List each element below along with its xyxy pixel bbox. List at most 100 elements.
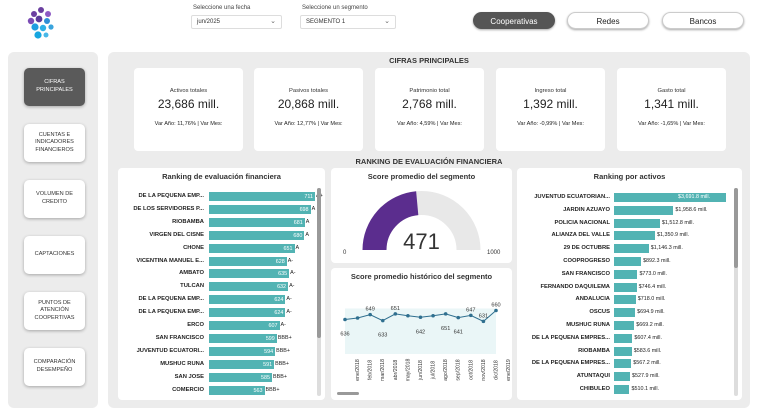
tab-cooperativas[interactable]: Cooperativas [473,12,555,29]
activos-row-name: FERNANDO DAQUILEMA [540,283,610,290]
tab-redes[interactable]: Redes [567,12,649,29]
activos-row[interactable]: DE LA PEQUEÑA EMPRES... $567.2 mill. [520,358,735,369]
date-select[interactable]: jun/2025 ⌄ [191,15,282,29]
ranking-row[interactable]: COMERCIO 563 BBB+ [120,385,320,396]
data-label: 651 [441,326,450,332]
gauge-value: 471 [403,229,440,254]
activos-bar [614,257,642,266]
activos-value: $773.0 mill. [639,270,668,277]
activos-row[interactable]: ALIANZA DEL VALLE $1,350.9 mill. [520,230,735,241]
ranking-list[interactable]: DE LA PEQUEÑA EMP...711A+ DE LOS SERVIDOR… [120,191,323,396]
ranking-score: 594 [264,348,274,355]
activos-bar [614,321,635,330]
kpi-label: Gasto total [657,88,686,94]
activos-value: $607.4 mill. [634,334,662,341]
data-point [456,315,461,320]
ranking-row[interactable]: AMBATO 635 A- [120,268,320,279]
ranking-row[interactable]: ERCO 607 A- [120,320,320,331]
activos-row[interactable]: JARDIN AZUAYO $1,958.6 mill. [520,205,735,216]
activos-row[interactable]: FERNANDO DAQUILEMA $746.4 mill. [520,282,735,293]
ranking-row-name: VIRGEN DEL CISNE [149,231,204,238]
kpi-variation: Var Año: 12,77% | Var Mes: [274,121,343,127]
sidebar-item-comparacion-desempeno[interactable]: COMPARACIÓN DESEMPEÑO [24,348,85,386]
data-point [494,308,498,313]
sidebar-item-cuentas-indicadores[interactable]: CUENTAS E INDICADORES FINANCIEROS [24,124,85,162]
sidebar-item-captaciones[interactable]: CAPTACIONES [24,236,85,274]
ranking-row[interactable]: SAN JOSE 585 BBB+ [120,372,320,383]
data-point [393,312,398,316]
ranking-row[interactable]: DE LA PEQUEÑA EMP... 624 A- [120,307,320,318]
kpi-value: 2,768 mill. [402,97,457,111]
ranking-row[interactable]: DE LA PEQUEÑA EMP... 624 A- [120,294,320,305]
ranking-bar: 591 [209,359,275,369]
activos-row[interactable]: ANDALUCIA $718.0 mill. [520,294,735,305]
ranking-score: 585 [261,374,271,381]
ranking-bar: 594 [209,346,276,356]
activos-row-name: DE LA PEQUEÑA EMPRES... [531,334,610,341]
ranking-section-title: RANKING DE EVALUACIÓN FINANCIERA [355,157,503,166]
ranking-score: 681 [293,219,303,226]
activos-bar [614,333,633,343]
ranking-grade: A [305,231,310,238]
ranking-score: 632 [277,284,287,291]
sidebar-item-cifras-principales[interactable]: CIFRAS PRINCIPALES [24,68,85,106]
data-label: 651 [391,306,400,312]
ranking-row[interactable]: CHONE 651 A [120,243,320,254]
activos-row[interactable]: ATUNTAQUI $527.9 mill. [520,371,735,382]
activos-row[interactable]: COOPROGRESO $892.3 mill. [520,256,735,267]
ranking-bar: 624 [209,295,286,305]
ranking-row[interactable]: RIOBAMBA 681 A [120,217,320,228]
activos-row[interactable]: POLICIA NACIONAL $1,512.8 mill. [520,218,735,229]
ranking-row-name: SAN FRANCISCO [155,334,204,341]
gauge-panel [331,168,512,263]
kpi-variation: Var Año: -0,99% | Var Mes: [517,121,584,127]
activos-value: $510.1 mill. [631,386,660,392]
activos-row[interactable]: SAN FRANCISCO $773.0 mill. [520,269,735,280]
activos-row[interactable]: OSCUS $694.9 mill. [520,307,735,318]
ranking-row[interactable]: MUSHUC RUNA 591 BBB+ [120,359,320,370]
ranking-row-name: ERCO [187,322,204,328]
x-tick-label: ene/2018 [355,359,361,381]
ranking-row[interactable]: VICENTINA MANUEL E... 628 A- [120,256,320,267]
x-tick-label: ago/2018 [443,359,449,381]
sidebar-item-volumen-credito[interactable]: VOLUMEN DE CREDITO [24,180,85,218]
ranking-row-name: VICENTINA MANUEL E... [136,257,204,264]
ranking-row[interactable]: TULCAN 632 A- [120,281,320,292]
activos-value: $718.0 mill. [637,296,666,303]
ranking-row[interactable]: SAN FRANCISCO 599 BBB+ [120,333,320,344]
x-tick-label: abr/2018 [393,360,399,381]
activos-row-name: DE LA PEQUEÑA EMPRES... [531,360,610,367]
activos-row[interactable]: 29 DE OCTUBRE $1,146.3 mill. [520,243,735,254]
ranking-bar: 585 [209,372,273,382]
ranking-row[interactable]: DE LOS SERVIDORES P... 698 A [120,204,320,215]
ranking-row-name: DE LA PEQUEÑA EMP... [138,193,205,199]
sidebar-item-puntos-atencion[interactable]: PUNTOS DE ATENCIÓN COOPERTIVAS [24,292,85,330]
ranking-bar: 628 [209,256,287,266]
activos-row[interactable]: DE LA PEQUEÑA EMPRES... $607.4 mill. [520,333,735,344]
data-point [368,312,372,317]
x-tick-label: jun/2018 [418,360,424,381]
activos-scrollbar[interactable] [734,188,738,396]
activos-row[interactable]: RIOBAMBA $583.6 mill. [520,346,735,357]
ranking-bar: 680 [209,230,305,240]
kpi-value: 1,341 mill. [644,97,699,111]
activos-row[interactable]: JUVENTUD ECUATORIAN... $3,691.8 mill. [520,192,735,203]
ranking-row-name: COMERCIO [172,386,204,393]
activos-row[interactable]: MUSHUC RUNA $669.2 mill. [520,320,735,331]
activos-row-name: JUVENTUD ECUATORIAN... [534,194,610,200]
cifras-title: CIFRAS PRINCIPALES [389,56,469,65]
data-point [380,318,385,323]
activos-row[interactable]: CHIBULEO $510.1 mill. [520,384,735,395]
ranking-row[interactable]: VIRGEN DEL CISNE 680 A [120,230,320,241]
ranking-row[interactable]: JUVENTUD ECUATORI... 594 BBB+ [120,346,320,357]
ranking-bar: 607 [209,321,280,330]
tab-bancos[interactable]: Bancos [662,12,744,29]
segment-select[interactable]: SEGMENTO 1 ⌄ [300,15,396,29]
ranking-scrollbar-thumb[interactable] [317,188,321,338]
activos-list[interactable]: JUVENTUD ECUATORIAN... $3,691.8 mill. JARD… [520,192,735,397]
ranking-row[interactable]: DE LA PEQUEÑA EMP...711A+ [120,191,323,202]
ranking-grade: A- [286,309,292,316]
activos-scrollbar-thumb[interactable] [734,188,738,268]
kpi-variation: Var Año: 11,76% | Var Mes: [154,121,223,127]
activos-bar [614,244,649,254]
